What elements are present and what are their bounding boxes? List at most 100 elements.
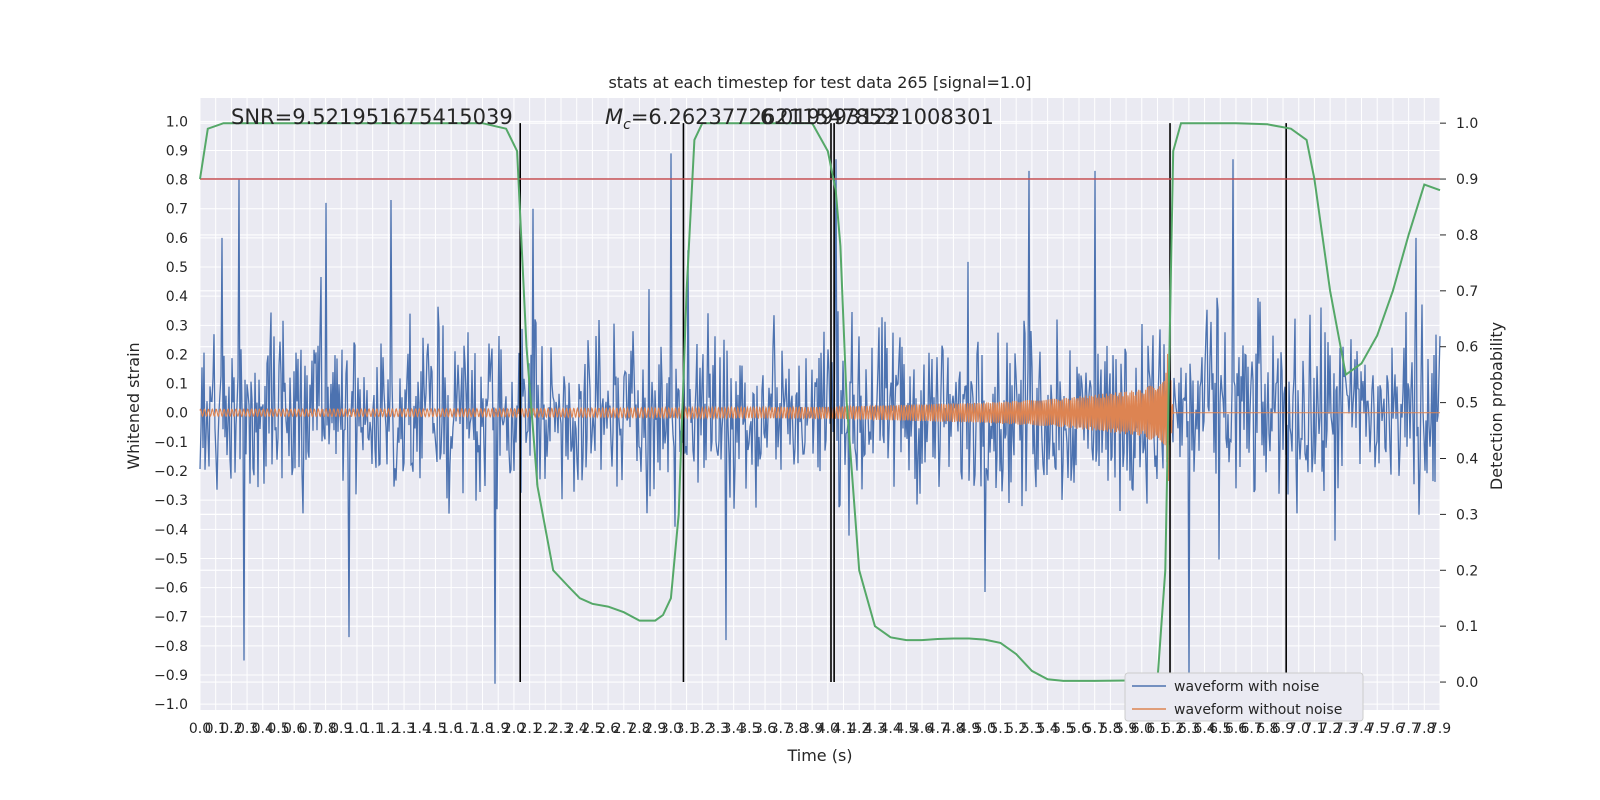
x-tick-label: 2.1 bbox=[518, 721, 540, 737]
x-tick-label: 6.8 bbox=[1256, 721, 1278, 737]
y2-tick-label: 0.5 bbox=[1456, 396, 1478, 412]
x-tick-label: 7.0 bbox=[1288, 721, 1310, 737]
x-tick-label: 5.8 bbox=[1099, 721, 1121, 737]
y-tick-label: −1.0 bbox=[154, 697, 188, 713]
x-tick-label: 7.1 bbox=[1303, 721, 1325, 737]
x-axis-label: Time (s) bbox=[786, 746, 852, 765]
y-tick-label: 0.3 bbox=[166, 318, 188, 334]
x-tick-label: 1.7 bbox=[456, 721, 478, 737]
y-tick-label: 0.4 bbox=[166, 289, 188, 305]
x-tick-label: 6.9 bbox=[1272, 721, 1294, 737]
y2-axis-label: Detection probability bbox=[1487, 322, 1506, 490]
x-tick-label: 4.8 bbox=[942, 721, 964, 737]
x-tick-label: 2.8 bbox=[628, 721, 650, 737]
y-tick-label: 0.1 bbox=[166, 377, 188, 393]
y2-tick-label: 0.9 bbox=[1456, 172, 1478, 188]
y-tick-label: −0.5 bbox=[154, 551, 188, 567]
y-tick-label: 0.6 bbox=[166, 231, 188, 247]
x-tick-label: 2.9 bbox=[644, 721, 666, 737]
y2-tick-label: 0.7 bbox=[1456, 284, 1478, 300]
x-tick-label: 3.5 bbox=[738, 721, 760, 737]
x-tick-label: 2.6 bbox=[597, 721, 619, 737]
x-tick-label: 3.6 bbox=[754, 721, 776, 737]
x-tick-label: 1.1 bbox=[362, 721, 384, 737]
y-tick-label: 0.5 bbox=[166, 260, 188, 276]
x-tick-label: 1.5 bbox=[424, 721, 446, 737]
y-tick-label: 1.0 bbox=[166, 114, 188, 130]
x-tick-label: 5.4 bbox=[1036, 721, 1058, 737]
x-tick-labels: 0.00.10.20.30.40.50.60.70.80.91.01.11.21… bbox=[189, 721, 1451, 737]
x-tick-label: 3.4 bbox=[723, 721, 745, 737]
x-tick-label: 6.6 bbox=[1225, 721, 1247, 737]
x-tick-label: 1.3 bbox=[393, 721, 415, 737]
y-tick-label: −0.6 bbox=[154, 581, 188, 597]
x-tick-label: 0.2 bbox=[220, 721, 242, 737]
legend-label-clean: waveform without noise bbox=[1174, 702, 1342, 718]
x-tick-label: 3.8 bbox=[785, 721, 807, 737]
y-tick-labels: −1.0 −0.9 −0.8 −0.7 −0.6 −0.5 −0.4 −0.3 −0.2 −0.1… bbox=[154, 114, 188, 713]
x-tick-label: 2.3 bbox=[550, 721, 572, 737]
x-tick-label: 6.7 bbox=[1241, 721, 1263, 737]
x-tick-label: 1.6 bbox=[440, 721, 462, 737]
x-tick-label: 7.6 bbox=[1382, 721, 1404, 737]
x-tick-label: 5.5 bbox=[1052, 721, 1074, 737]
x-tick-label: 0.8 bbox=[314, 721, 336, 737]
x-tick-label: 4.5 bbox=[895, 721, 917, 737]
mc-annotation: Mc=6.26237726211547853 bbox=[605, 105, 896, 133]
x-tick-label: 3.9 bbox=[801, 721, 823, 737]
x-tick-label: 7.5 bbox=[1366, 721, 1388, 737]
y2-tick-labels: 0.0 0.1 0.2 0.3 0.4 0.5 0.6 0.7 0.8 0.9 1.0 bbox=[1440, 116, 1478, 691]
x-tick-label: 2.4 bbox=[566, 721, 588, 737]
x-tick-label: 7.8 bbox=[1413, 721, 1435, 737]
y-tick-label: −0.1 bbox=[154, 435, 188, 451]
noisy-waveform-line bbox=[199, 153, 1441, 684]
y2-tick-label: 0.3 bbox=[1456, 507, 1478, 523]
x-tick-label: 5.9 bbox=[1115, 721, 1137, 737]
x-tick-label: 4.7 bbox=[927, 721, 949, 737]
x-tick-label: 3.0 bbox=[660, 721, 682, 737]
x-tick-label: 4.3 bbox=[864, 721, 886, 737]
series-waveform-without-noise bbox=[199, 353, 1440, 482]
x-tick-label: 6.5 bbox=[1209, 721, 1231, 737]
y-tick-label: −0.8 bbox=[154, 639, 188, 655]
y-axis-label: Whitened strain bbox=[124, 342, 143, 469]
y-tick-label: 0.2 bbox=[166, 347, 188, 363]
y-tick-label: 0.7 bbox=[166, 202, 188, 218]
x-tick-label: 5.0 bbox=[974, 721, 996, 737]
y2-tick-label: 0.0 bbox=[1456, 675, 1478, 691]
x-tick-label: 1.0 bbox=[346, 721, 368, 737]
x-tick-label: 0.4 bbox=[252, 721, 274, 737]
y2-tick-label: 0.1 bbox=[1456, 619, 1478, 635]
chart-title: stats at each timestep for test data 265… bbox=[608, 73, 1031, 92]
x-tick-label: 4.0 bbox=[817, 721, 839, 737]
x-tick-label: 7.2 bbox=[1319, 721, 1341, 737]
y-tick-label: −0.3 bbox=[154, 493, 188, 509]
overlap-annotation: 6.0199931221008301 bbox=[760, 105, 994, 129]
series-detection-probability bbox=[199, 122, 1441, 682]
snr-annotation: SNR=9.521951675415039 bbox=[231, 105, 513, 129]
x-tick-label: 3.2 bbox=[691, 721, 713, 737]
legend-box bbox=[1124, 672, 1364, 722]
x-tick-label: 7.7 bbox=[1397, 721, 1419, 737]
y-tick-label: −0.9 bbox=[154, 668, 188, 684]
x-tick-label: 7.9 bbox=[1429, 721, 1451, 737]
y-tick-label: −0.7 bbox=[154, 610, 188, 626]
y-tick-label: 0.9 bbox=[166, 143, 188, 159]
x-tick-label: 7.3 bbox=[1335, 721, 1357, 737]
x-tick-label: 0.9 bbox=[330, 721, 352, 737]
mc-symbol: M bbox=[605, 105, 623, 129]
x-tick-label: 6.0 bbox=[1131, 721, 1153, 737]
y-tick-label: 0.8 bbox=[166, 173, 188, 189]
x-tick-label: 2.0 bbox=[503, 721, 525, 737]
x-tick-label: 3.3 bbox=[707, 721, 729, 737]
x-tick-label: 6.4 bbox=[1193, 721, 1215, 737]
x-tick-label: 6.2 bbox=[1162, 721, 1184, 737]
x-tick-label: 1.2 bbox=[377, 721, 399, 737]
y-tick-label: −0.2 bbox=[154, 464, 188, 480]
x-tick-label: 4.4 bbox=[880, 721, 902, 737]
x-tick-label: 3.1 bbox=[675, 721, 697, 737]
mc-subscript: c bbox=[623, 117, 631, 133]
x-tick-label: 2.5 bbox=[581, 721, 603, 737]
x-tick-label: 2.2 bbox=[534, 721, 556, 737]
